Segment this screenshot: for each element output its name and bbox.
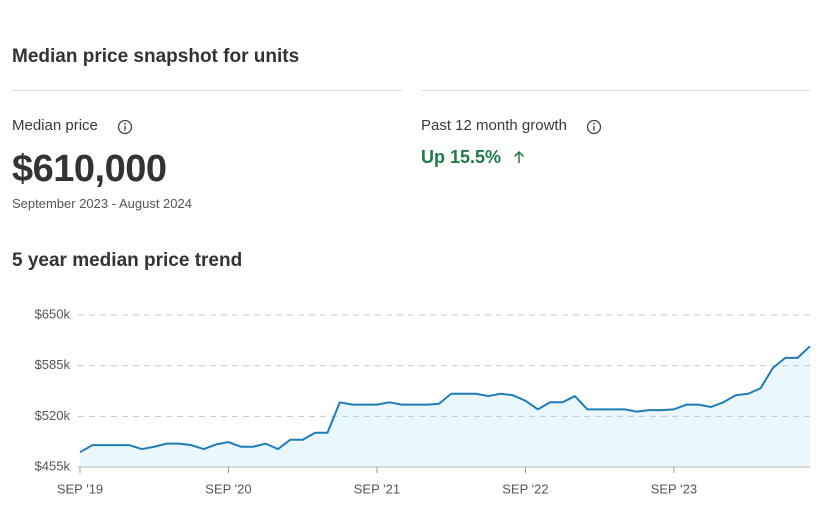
y-tick-label: $520k: [35, 408, 71, 423]
y-tick-label: $455k: [35, 458, 71, 473]
info-icon[interactable]: [117, 119, 133, 135]
chart-title: 5 year median price trend: [12, 250, 243, 271]
area: [80, 346, 810, 467]
stat-period: September 2023 - August 2024: [12, 196, 192, 211]
section-title: Median price snapshot for units: [12, 46, 300, 67]
divider: [421, 90, 810, 91]
stat-label: Past 12 month growth: [421, 117, 567, 134]
x-tick-label: SEP '22: [502, 481, 548, 496]
stat-value: Up 15.5%: [421, 147, 526, 168]
stat-label: Median price: [12, 117, 98, 134]
stat-value: $610,000: [12, 148, 167, 190]
up-arrow: [514, 150, 525, 163]
x-tick-label: SEP '20: [205, 481, 251, 496]
y-tick-label: $650k: [35, 306, 71, 321]
line: [79, 345, 811, 454]
growth-text: Up 15.5%: [421, 147, 502, 167]
x-tick-label: SEP '19: [57, 481, 103, 496]
x-tick-label: SEP '21: [354, 481, 400, 496]
x-tick-label: SEP '23: [651, 481, 697, 496]
y-tick-label: $585k: [35, 357, 71, 372]
divider: [12, 90, 402, 91]
info-icon[interactable]: [586, 119, 602, 135]
